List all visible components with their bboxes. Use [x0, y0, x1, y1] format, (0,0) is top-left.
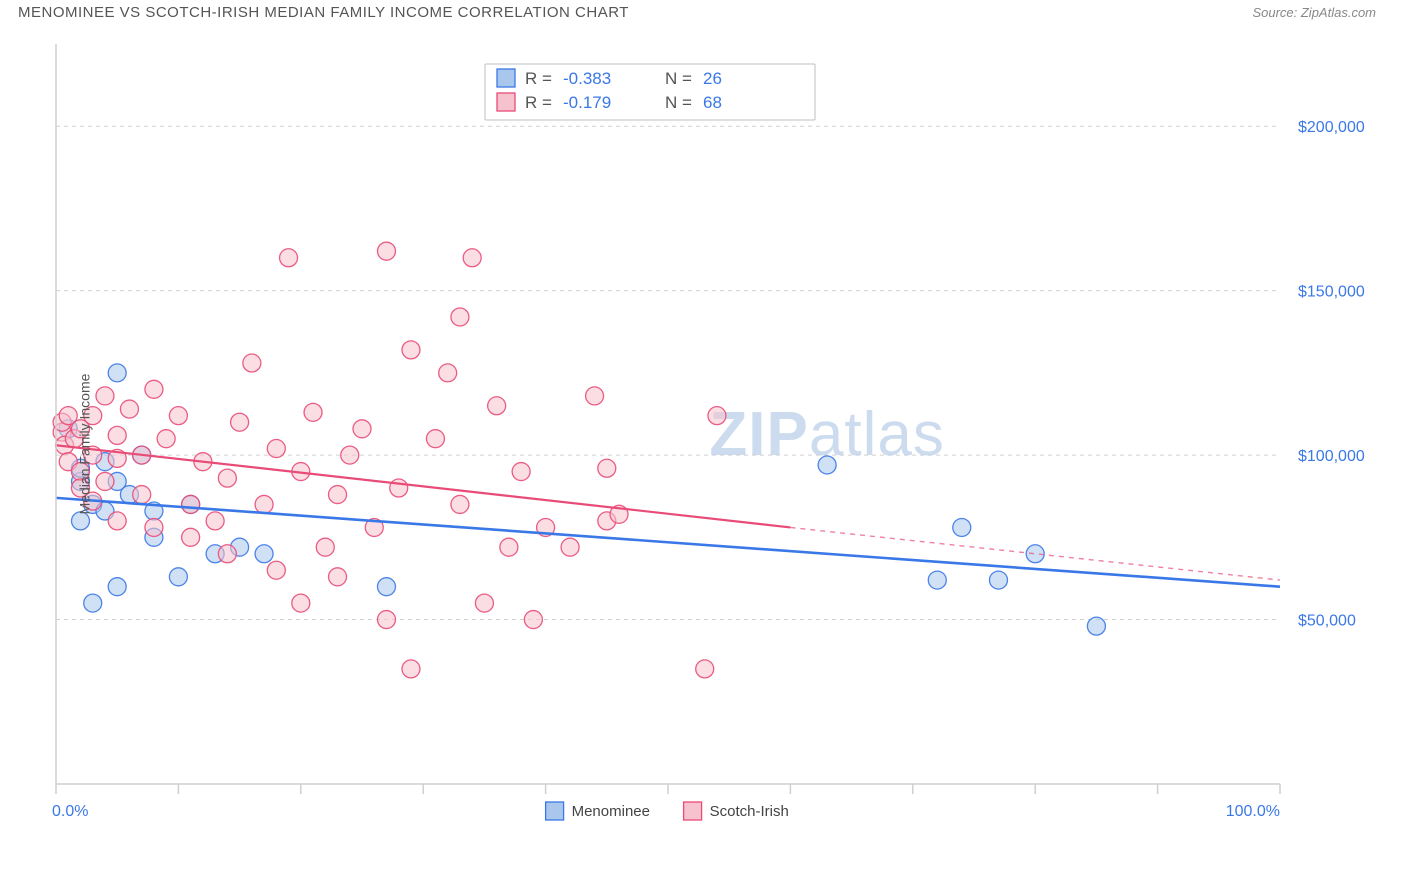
- legend-r-value: -0.383: [563, 69, 611, 88]
- menominee-point: [255, 545, 273, 563]
- scotch-irish-point: [292, 594, 310, 612]
- scotch-irish-point: [255, 495, 273, 513]
- scotch-irish-point: [145, 518, 163, 536]
- scotch-irish-point: [451, 495, 469, 513]
- legend-swatch: [684, 802, 702, 820]
- scotch-irish-point: [169, 407, 187, 425]
- legend-r-value: -0.179: [563, 93, 611, 112]
- menominee-point: [71, 512, 89, 530]
- scotch-irish-point: [500, 538, 518, 556]
- legend-label: Menominee: [572, 803, 650, 820]
- scotch-irish-point: [280, 249, 298, 267]
- x-tick-label: 100.0%: [1226, 803, 1280, 820]
- scotch-irish-point: [377, 611, 395, 629]
- scotch-irish-point: [475, 594, 493, 612]
- menominee-point: [84, 594, 102, 612]
- scotch-irish-point: [145, 380, 163, 398]
- scotch-irish-point: [108, 426, 126, 444]
- scatter-chart: $50,000$100,000$150,000$200,000ZIPatlas0…: [50, 44, 1370, 844]
- y-tick-label: $50,000: [1298, 613, 1356, 630]
- scotch-irish-point: [120, 400, 138, 418]
- scotch-irish-point: [133, 486, 151, 504]
- scotch-irish-point: [488, 397, 506, 415]
- scotch-irish-point: [96, 472, 114, 490]
- y-tick-label: $200,000: [1298, 119, 1365, 136]
- scotch-irish-point: [206, 512, 224, 530]
- scotch-irish-point: [329, 568, 347, 586]
- menominee-point: [1087, 617, 1105, 635]
- menominee-point: [108, 364, 126, 382]
- scotch-irish-point: [512, 463, 530, 481]
- scotch-irish-point: [598, 459, 616, 477]
- y-tick-label: $100,000: [1298, 448, 1365, 465]
- scotch-irish-point: [218, 469, 236, 487]
- legend-n-value: 26: [703, 69, 722, 88]
- scotch-irish-point: [267, 440, 285, 458]
- scotch-irish-point: [426, 430, 444, 448]
- scotch-irish-point: [218, 545, 236, 563]
- scotch-irish-point: [439, 364, 457, 382]
- scotch-irish-point: [524, 611, 542, 629]
- scotch-irish-point: [696, 660, 714, 678]
- chart-title: MENOMINEE VS SCOTCH-IRISH MEDIAN FAMILY …: [18, 4, 629, 21]
- y-tick-label: $150,000: [1298, 284, 1365, 301]
- scotch-irish-point: [561, 538, 579, 556]
- scotch-irish-point: [708, 407, 726, 425]
- menominee-point: [989, 571, 1007, 589]
- legend-n-label: N =: [665, 69, 692, 88]
- y-axis-label: Median Family Income: [76, 374, 92, 515]
- scotch-irish-point: [402, 341, 420, 359]
- legend-n-label: N =: [665, 93, 692, 112]
- scotch-irish-point: [341, 446, 359, 464]
- scotch-irish-point: [231, 413, 249, 431]
- scotch-irish-point: [451, 308, 469, 326]
- scotch-irish-point: [157, 430, 175, 448]
- legend-swatch: [497, 69, 515, 87]
- legend-label: Scotch-Irish: [710, 803, 789, 820]
- x-tick-label: 0.0%: [52, 803, 88, 820]
- scotch-irish-point: [377, 242, 395, 260]
- series-legend: Menominee Scotch-Irish: [546, 802, 789, 820]
- scotch-irish-point: [402, 660, 420, 678]
- scotch-irish-trendline: [56, 445, 790, 527]
- menominee-point: [953, 518, 971, 536]
- scotch-irish-point: [353, 420, 371, 438]
- menominee-point: [169, 568, 187, 586]
- scotch-irish-point: [96, 387, 114, 405]
- menominee-point: [108, 578, 126, 596]
- legend-swatch: [546, 802, 564, 820]
- source-attribution: Source: ZipAtlas.com: [1252, 5, 1376, 20]
- legend-swatch: [497, 93, 515, 111]
- menominee-point: [377, 578, 395, 596]
- scotch-irish-point: [182, 495, 200, 513]
- scotch-irish-point: [267, 561, 285, 579]
- scotch-irish-point: [390, 479, 408, 497]
- legend-n-value: 68: [703, 93, 722, 112]
- menominee-point: [928, 571, 946, 589]
- scotch-irish-point: [182, 528, 200, 546]
- scotch-irish-point: [108, 512, 126, 530]
- legend-r-label: R =: [525, 93, 552, 112]
- scotch-irish-point: [243, 354, 261, 372]
- scotch-irish-point: [304, 403, 322, 421]
- plot-area: Median Family Income $50,000 $100,000 $150…: [50, 44, 1370, 844]
- scotch-irish-point: [586, 387, 604, 405]
- menominee-point: [818, 456, 836, 474]
- legend-r-label: R =: [525, 69, 552, 88]
- scotch-irish-point: [316, 538, 334, 556]
- scotch-irish-point: [329, 486, 347, 504]
- scotch-irish-point: [463, 249, 481, 267]
